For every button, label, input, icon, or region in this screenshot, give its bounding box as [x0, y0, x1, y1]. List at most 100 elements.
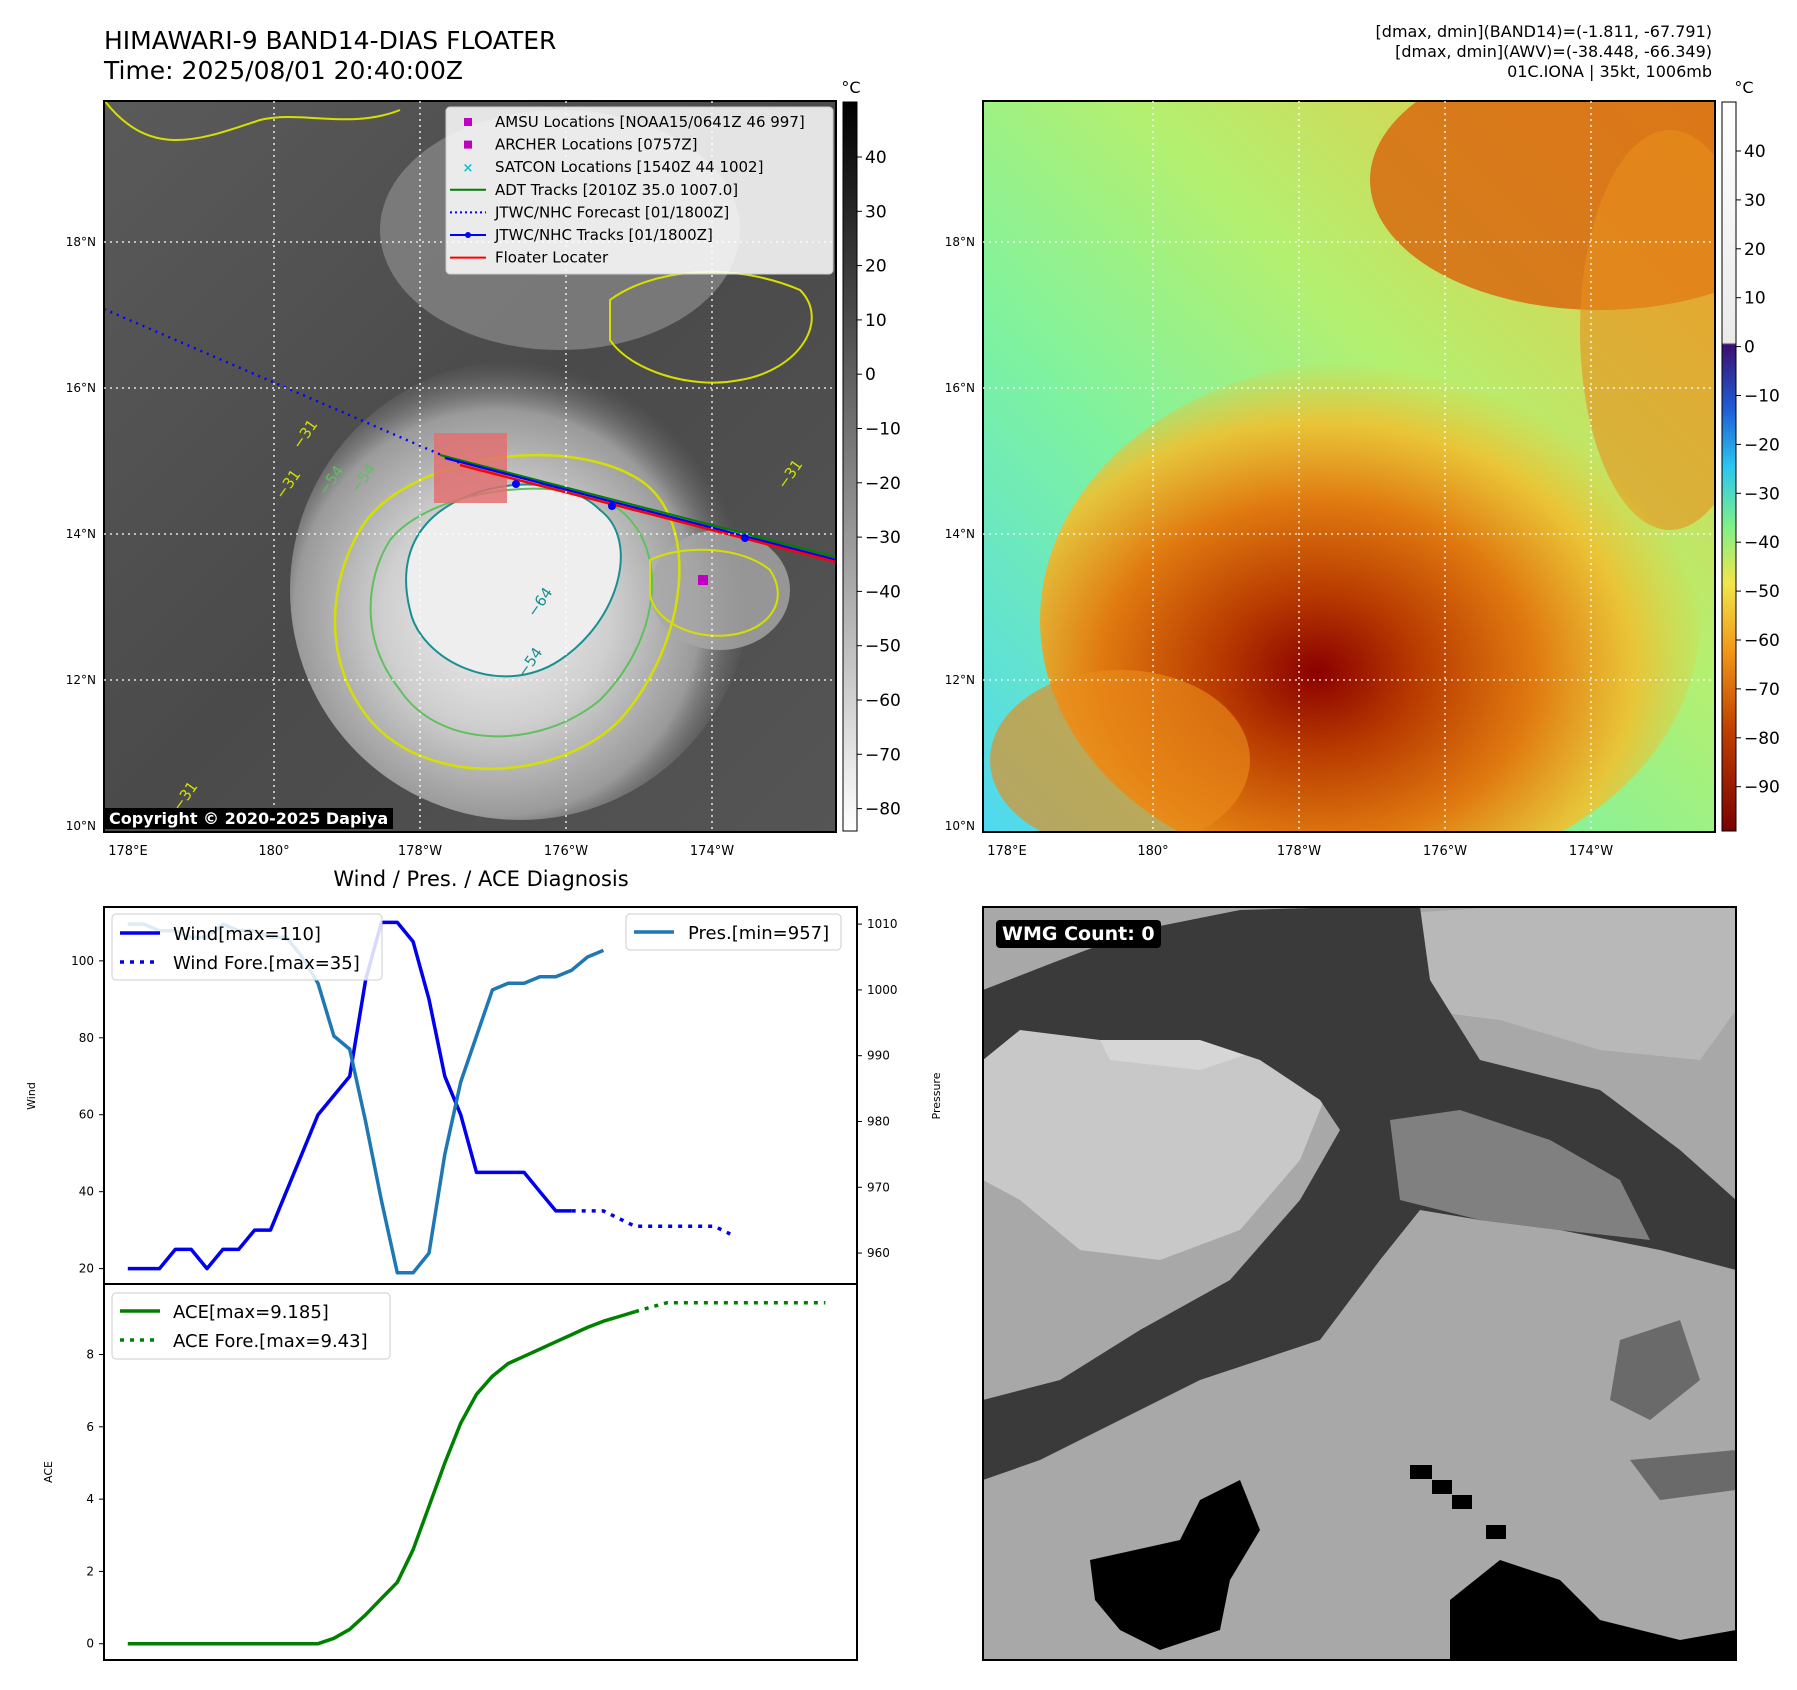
awv-map-panel [983, 101, 1715, 832]
awv-warm-east [1580, 130, 1715, 530]
y-right-tick-label: 1010 [867, 917, 898, 931]
title-line-1: HIMAWARI-9 BAND14-DIAS FLOATER [104, 26, 557, 55]
awv-map-grid: 18°N 16°N 14°N 12°N 10°N 178°E 180° 178°W 176°W 1… [945, 101, 1715, 859]
diagnosis-title: Wind / Pres. / ACE Diagnosis [333, 867, 628, 891]
ace-plot: 0 2 4 6 8 ACE ACE[max=9.185] ACE Fore.[max=9.43… [42, 1292, 826, 1651]
series-line [127, 1310, 636, 1646]
legend-label: ACE[max=9.185] [173, 1302, 329, 1323]
lat-tick-label: 16°N [945, 381, 975, 395]
y-tick-label: 60 [79, 1108, 94, 1122]
legend-marker [464, 140, 472, 149]
y-tick-label: 4 [86, 1492, 94, 1506]
ir-colorbar-unit: °C [841, 78, 860, 97]
lon-tick-label: 178°E [987, 844, 1027, 859]
y-right-tick-label: 1000 [867, 983, 898, 997]
figure-title: HIMAWARI-9 BAND14-DIAS FLOATER Time: 202… [104, 26, 556, 86]
y-right-tick-label: 970 [867, 1180, 890, 1194]
colorbar-tick-label: −70 [1744, 680, 1780, 700]
legend-items: AMSU Locations [NOAA15/0641Z 46 997] ARCH… [450, 113, 805, 267]
wmg-black-pixel [1452, 1495, 1472, 1509]
colorbar-tick-label: −60 [865, 691, 901, 711]
ir-map-legend: AMSU Locations [NOAA15/0641Z 46 997] ARCH… [445, 106, 834, 275]
wmg-black-pixel [1432, 1480, 1452, 1494]
y-right-axis-label: Pressure [930, 1072, 943, 1119]
legend-label: JTWC/NHC Tracks [01/1800Z] [494, 226, 713, 244]
y-right-tick-label: 990 [867, 1049, 890, 1063]
y-axis-label: ACE [42, 1461, 55, 1483]
wmg-dark-band [983, 907, 1736, 1480]
lon-tick-label: 180° [1137, 844, 1168, 859]
legend-marker [464, 118, 472, 126]
lon-tick-label: 174°W [1569, 844, 1613, 859]
legend-box [625, 913, 842, 951]
colorbar-tick-label: 40 [865, 148, 887, 168]
colorbar-tick-label: −40 [1744, 533, 1780, 553]
colorbar-tick-label: −80 [1744, 729, 1780, 749]
lat-tick-label: 10°N [66, 819, 96, 833]
colorbar-tick-label: 10 [865, 311, 887, 331]
awv-colorbar-unit: °C [1734, 78, 1753, 97]
legend-label: ADT Tracks [2010Z 35.0 1007.0] [495, 181, 738, 199]
series-line [634, 1301, 826, 1314]
info-line-2: [dmax, dmin](AWV)=(-38.448, -66.349) [1395, 42, 1712, 61]
amsu-location-marker [698, 575, 708, 585]
legend-label: ARCHER Locations [0757Z] [495, 136, 698, 154]
colorbar-tick-label: −30 [1744, 484, 1780, 504]
colorbar-tick-label: 20 [1744, 240, 1766, 260]
y-tick-label: 0 [86, 1637, 94, 1651]
lon-tick-label: 174°W [690, 844, 734, 859]
colorbar-tick-label: −20 [1744, 435, 1780, 455]
colorbar-tick-label: 30 [1744, 191, 1766, 211]
adt-track [439, 454, 836, 558]
ir-map-frame [103, 100, 837, 833]
colorbar-tick-label: −10 [1744, 387, 1780, 407]
colorbar-tick-label: 40 [1744, 142, 1766, 162]
lat-tick-label: 10°N [945, 819, 975, 833]
colorbar-tick-label: −20 [865, 474, 901, 494]
track-point [608, 502, 616, 510]
lon-tick-label: 178°W [398, 844, 442, 859]
colorbar-tick-label: 30 [865, 202, 887, 222]
copyright-label: Copyright © 2020-2025 Dapiya [104, 808, 394, 829]
colorbar-tick-label: −90 [1744, 778, 1780, 798]
contour-mid [369, 487, 654, 738]
legend-box [111, 1292, 391, 1360]
title-line-2: Time: 2025/08/01 20:40:00Z [104, 56, 463, 85]
y-tick-label: 20 [79, 1262, 94, 1276]
y-tick-label: 8 [86, 1348, 94, 1362]
colorbar-tick-label: 0 [865, 365, 876, 385]
ir-colorbar-ticks: 40 30 20 10 0 −10 −20 −30 −40 −50 −60 −70 −80 [857, 148, 901, 820]
floater-track [459, 463, 836, 564]
info-line-1: [dmax, dmin](BAND14)=(-1.811, -67.791) [1375, 22, 1712, 41]
y-right-tick-label: 960 [867, 1246, 890, 1260]
lat-tick-label: 12°N [945, 673, 975, 687]
ir-cloud-east [650, 530, 790, 650]
colorbar-tick-label: 20 [865, 257, 887, 277]
wmg-black-region [1450, 1560, 1736, 1660]
legend-marker [465, 232, 471, 238]
ir-colorbar [842, 101, 858, 832]
wmg-mid-region [1390, 1110, 1650, 1240]
y-tick-label: 2 [86, 1564, 94, 1578]
wmg-mid-region [1630, 1450, 1736, 1500]
y-tick-label: 40 [79, 1185, 94, 1199]
contour-east [649, 548, 779, 637]
legend-label: Wind Fore.[max=35] [173, 953, 360, 974]
lat-tick-label: 12°N [66, 673, 96, 687]
y-tick-label: 100 [71, 954, 94, 968]
contour-outer [333, 454, 681, 770]
track-point [512, 480, 520, 488]
y-tick-label: 80 [79, 1031, 94, 1045]
lat-tick-label: 14°N [945, 527, 975, 541]
lat-tick-label: 14°N [66, 527, 96, 541]
wmg-black-region [1090, 1480, 1260, 1650]
wmg-mid-region [1610, 1320, 1700, 1420]
lon-tick-label: 178°E [108, 844, 148, 859]
lat-tick-label: 18°N [66, 235, 96, 249]
colorbar-tick-label: −40 [865, 582, 901, 602]
legend-label: Floater Locater [495, 249, 609, 267]
legend-box [111, 913, 383, 981]
legend-label: SATCON Locations [1540Z 44 1002] [495, 158, 763, 176]
y-right-tick-label: 980 [867, 1114, 890, 1128]
